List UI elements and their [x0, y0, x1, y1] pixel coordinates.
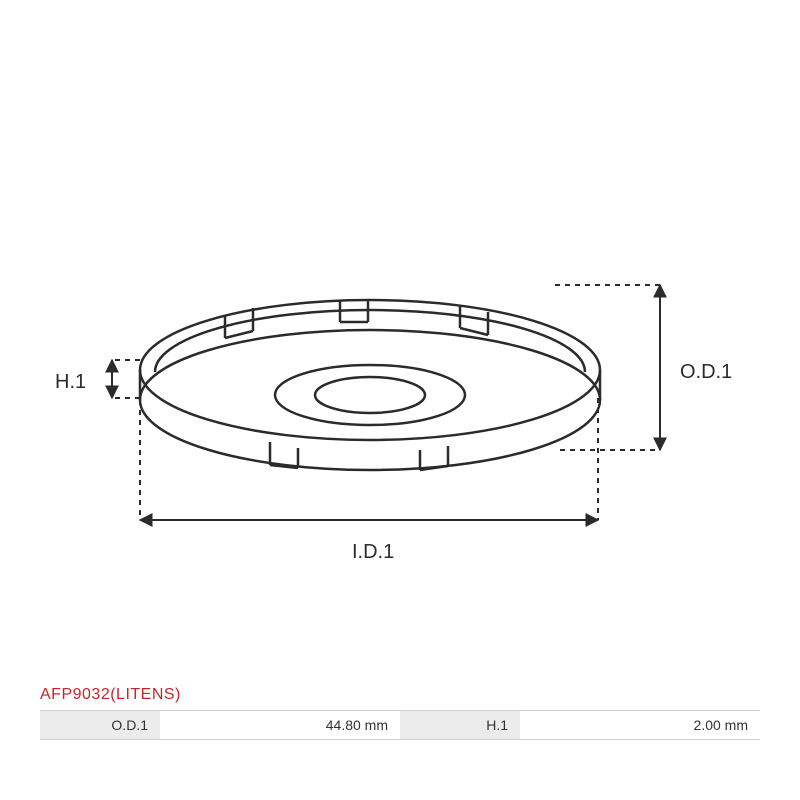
dimension-table: O.D.1 44.80 mm H.1 2.00 mm [40, 710, 760, 740]
cell-value: 2.00 mm [520, 711, 760, 739]
table-cell-od1: O.D.1 44.80 mm [40, 711, 400, 739]
label-h1: H.1 [55, 371, 86, 393]
product-code: AFP9032(LITENS) [40, 686, 760, 704]
cell-label: O.D.1 [40, 711, 160, 739]
cell-label: H.1 [400, 711, 520, 739]
data-footer: AFP9032(LITENS) O.D.1 44.80 mm H.1 2.00 … [40, 686, 760, 740]
cell-value: 44.80 mm [160, 711, 400, 739]
technical-drawing: I.D.1 O.D.1 H.1 [0, 0, 800, 640]
label-od1: O.D.1 [680, 361, 732, 383]
label-id1: I.D.1 [352, 541, 394, 563]
table-cell-h1: H.1 2.00 mm [400, 711, 760, 739]
